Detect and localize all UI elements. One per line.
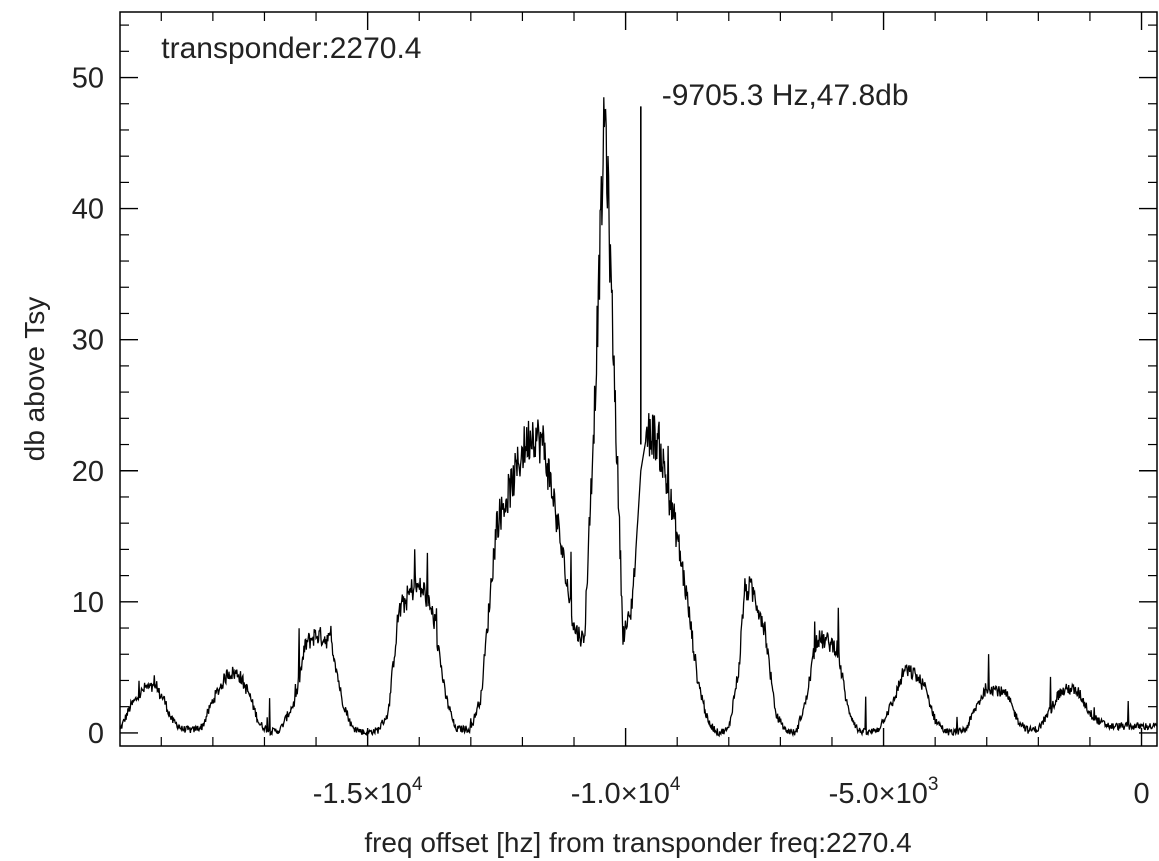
x-tick-label: -1.0×104: [571, 774, 681, 810]
x-tick-label: 0: [1133, 778, 1149, 810]
y-tick-label: 10: [72, 587, 104, 619]
annotation-transponder: transponder:2270.4: [161, 32, 421, 65]
x-tick-exponent: 4: [412, 774, 423, 795]
y-minor-ticks: [120, 24, 1157, 708]
y-tick-label: 0: [88, 718, 104, 750]
y-tick-label: 50: [72, 63, 104, 95]
y-axis-label: db above Tsy: [19, 297, 50, 462]
annotation-peak: -9705.3 Hz,47.8db: [662, 79, 909, 112]
x-minor-ticks: [160, 12, 1091, 746]
x-axis-ticks: -1.5×104 -1.0×104 -5.0×103 0: [313, 12, 1150, 810]
spectrum-line: [119, 97, 1158, 738]
x-tick-mantissa: 0: [1133, 778, 1149, 810]
x-axis-label: freq offset [hz] from transponder freq:2…: [364, 827, 911, 858]
y-tick-label: 30: [72, 325, 104, 357]
x-tick-mantissa: -5.0×10: [829, 778, 928, 810]
x-tick-label: -1.5×104: [313, 774, 423, 810]
x-tick-mantissa: -1.0×10: [571, 778, 670, 810]
y-axis-ticks: 0 10 20 30 40 50: [72, 63, 1157, 750]
x-tick-label: -5.0×103: [829, 774, 939, 810]
x-tick-exponent: 4: [670, 774, 681, 795]
x-tick-exponent: 3: [928, 774, 939, 795]
y-tick-label: 20: [72, 456, 104, 488]
plot-frame: [119, 11, 1158, 747]
y-tick-label: 40: [72, 194, 104, 226]
x-tick-mantissa: -1.5×10: [313, 778, 412, 810]
